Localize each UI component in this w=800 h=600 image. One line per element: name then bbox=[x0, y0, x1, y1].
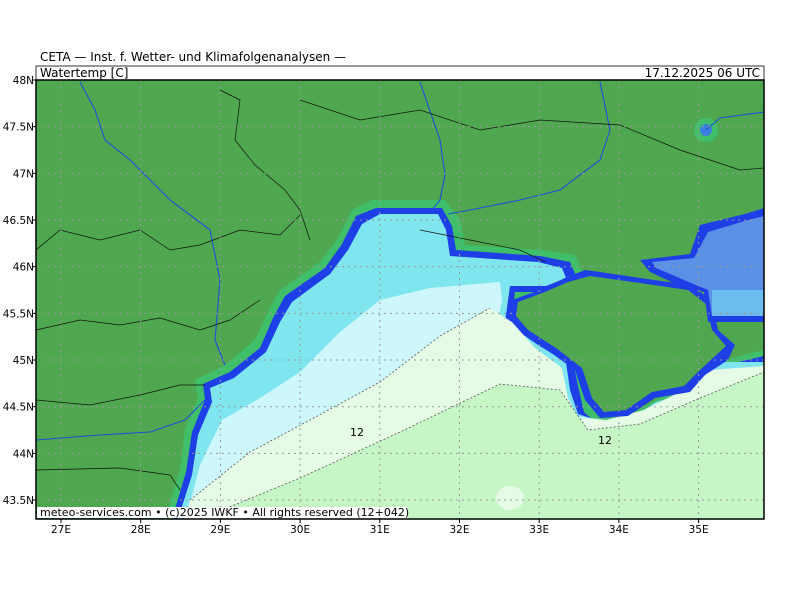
sea-warm bbox=[200, 372, 764, 519]
variable-label: Watertemp [C] bbox=[40, 66, 128, 80]
azov-shallow bbox=[712, 290, 764, 316]
header-title: CETA — Inst. f. Wetter- und Klimafolgena… bbox=[40, 50, 346, 64]
contour-label: 12 bbox=[350, 426, 364, 439]
lat-label: 48N bbox=[13, 75, 34, 87]
lon-label: 33E bbox=[529, 524, 549, 536]
lat-label: 47N bbox=[13, 168, 34, 180]
lat-label: 44.5N bbox=[3, 402, 34, 414]
lon-label: 29E bbox=[210, 524, 230, 536]
lon-label: 27E bbox=[51, 524, 71, 536]
footer-credit: meteo-services.com • (c)2025 IWKF • All … bbox=[40, 506, 409, 519]
contour-label: 12 bbox=[598, 434, 612, 447]
lon-label: 31E bbox=[370, 524, 390, 536]
lat-label: 43.5N bbox=[3, 495, 34, 507]
lon-label: 30E bbox=[290, 524, 310, 536]
map-frame bbox=[35, 79, 765, 520]
valid-time: 17.12.2025 06 UTC bbox=[645, 66, 760, 80]
warm-patch bbox=[496, 486, 524, 510]
lon-label: 35E bbox=[689, 524, 709, 536]
lat-label: 46N bbox=[13, 262, 34, 274]
axis-ticks: 27E 28E 29E 30E 31E 32E 33E 34E 35E 48N 47.5N 47N 46… bbox=[3, 75, 709, 536]
lat-label: 46.5N bbox=[3, 215, 34, 227]
graticule bbox=[36, 80, 764, 519]
crimea bbox=[516, 276, 726, 412]
lat-label: 45.5N bbox=[3, 308, 34, 320]
lat-label: 44N bbox=[13, 448, 34, 460]
lon-label: 34E bbox=[609, 524, 629, 536]
lon-label: 32E bbox=[450, 524, 470, 536]
contour-line bbox=[189, 307, 491, 501]
lat-label: 47.5N bbox=[3, 122, 34, 134]
lon-label: 28E bbox=[131, 524, 151, 536]
footer-bg bbox=[37, 507, 407, 518]
map-area bbox=[36, 80, 764, 519]
lat-label: 45N bbox=[13, 355, 34, 367]
contour-line bbox=[199, 371, 764, 519]
